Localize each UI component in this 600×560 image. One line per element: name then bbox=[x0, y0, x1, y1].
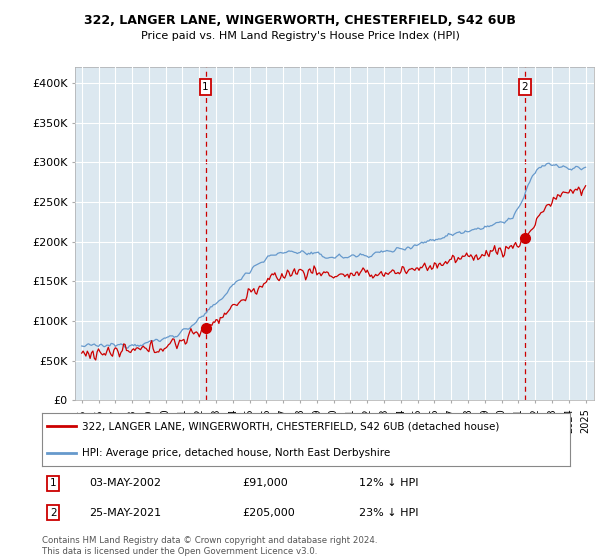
Text: HPI: Average price, detached house, North East Derbyshire: HPI: Average price, detached house, Nort… bbox=[82, 447, 390, 458]
Text: Price paid vs. HM Land Registry's House Price Index (HPI): Price paid vs. HM Land Registry's House … bbox=[140, 31, 460, 41]
Text: 2: 2 bbox=[50, 508, 56, 518]
Text: 1: 1 bbox=[202, 82, 209, 92]
Text: 23% ↓ HPI: 23% ↓ HPI bbox=[359, 508, 418, 518]
Text: 12% ↓ HPI: 12% ↓ HPI bbox=[359, 478, 418, 488]
Text: 1: 1 bbox=[50, 478, 56, 488]
Text: Contains HM Land Registry data © Crown copyright and database right 2024.
This d: Contains HM Land Registry data © Crown c… bbox=[42, 536, 377, 556]
Text: 03-MAY-2002: 03-MAY-2002 bbox=[89, 478, 161, 488]
Text: 25-MAY-2021: 25-MAY-2021 bbox=[89, 508, 161, 518]
Text: 322, LANGER LANE, WINGERWORTH, CHESTERFIELD, S42 6UB (detached house): 322, LANGER LANE, WINGERWORTH, CHESTERFI… bbox=[82, 421, 499, 431]
Text: £205,000: £205,000 bbox=[242, 508, 295, 518]
Text: £91,000: £91,000 bbox=[242, 478, 289, 488]
Text: 322, LANGER LANE, WINGERWORTH, CHESTERFIELD, S42 6UB: 322, LANGER LANE, WINGERWORTH, CHESTERFI… bbox=[84, 14, 516, 27]
Text: 2: 2 bbox=[521, 82, 528, 92]
